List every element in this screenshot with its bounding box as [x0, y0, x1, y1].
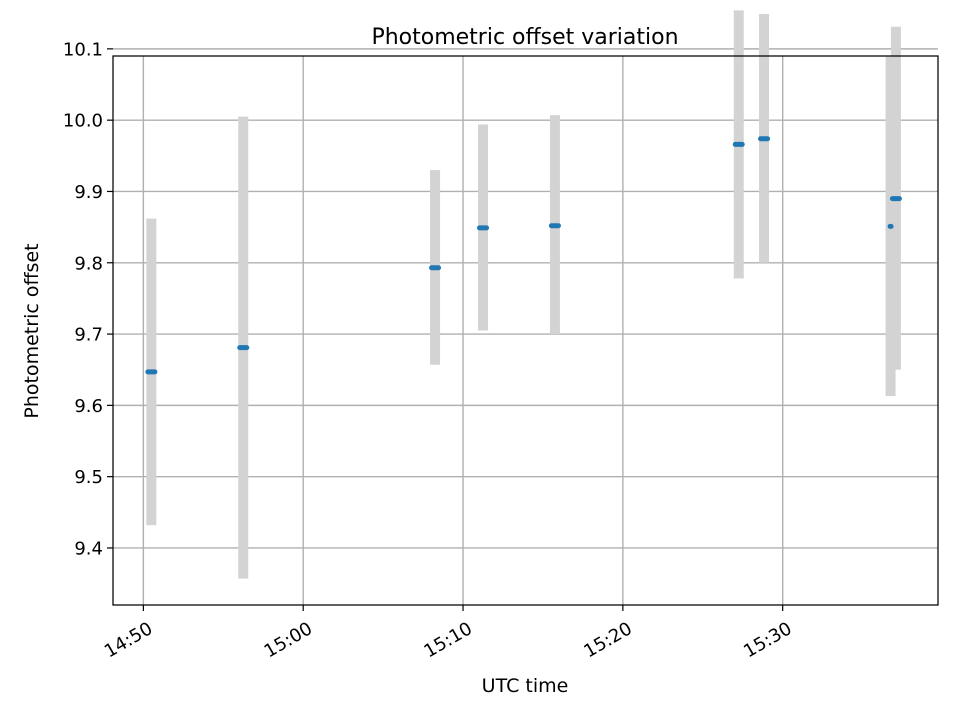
data-point: [477, 225, 490, 231]
y-tick-label: 9.8: [74, 253, 103, 274]
data-point: [758, 136, 771, 142]
y-axis-ticks: 9.4 9.5 9.6 9.7 9.8 9.9 10.0 10.1: [63, 39, 113, 559]
y-axis-label: Photometric offset: [21, 243, 43, 418]
data-point: [889, 196, 902, 202]
y-tick-label: 9.6: [74, 396, 103, 417]
data-points: [145, 136, 902, 375]
chart-title: Photometric offset variation: [371, 25, 678, 50]
y-tick-label: 9.4: [74, 538, 103, 559]
data-point: [429, 265, 442, 271]
data-point: [887, 223, 894, 229]
grid-lines: [113, 48, 938, 605]
y-tick-label: 9.5: [74, 467, 103, 488]
data-point: [548, 223, 561, 229]
y-tick-label: 10.0: [63, 111, 103, 132]
data-point: [732, 141, 745, 147]
y-tick-label: 10.1: [63, 39, 103, 60]
data-point: [145, 369, 158, 375]
data-point: [237, 345, 250, 351]
x-axis-label: UTC time: [482, 675, 569, 697]
y-tick-label: 9.9: [74, 182, 103, 203]
y-tick-label: 9.7: [74, 325, 103, 346]
plot-frame: [112, 55, 939, 606]
